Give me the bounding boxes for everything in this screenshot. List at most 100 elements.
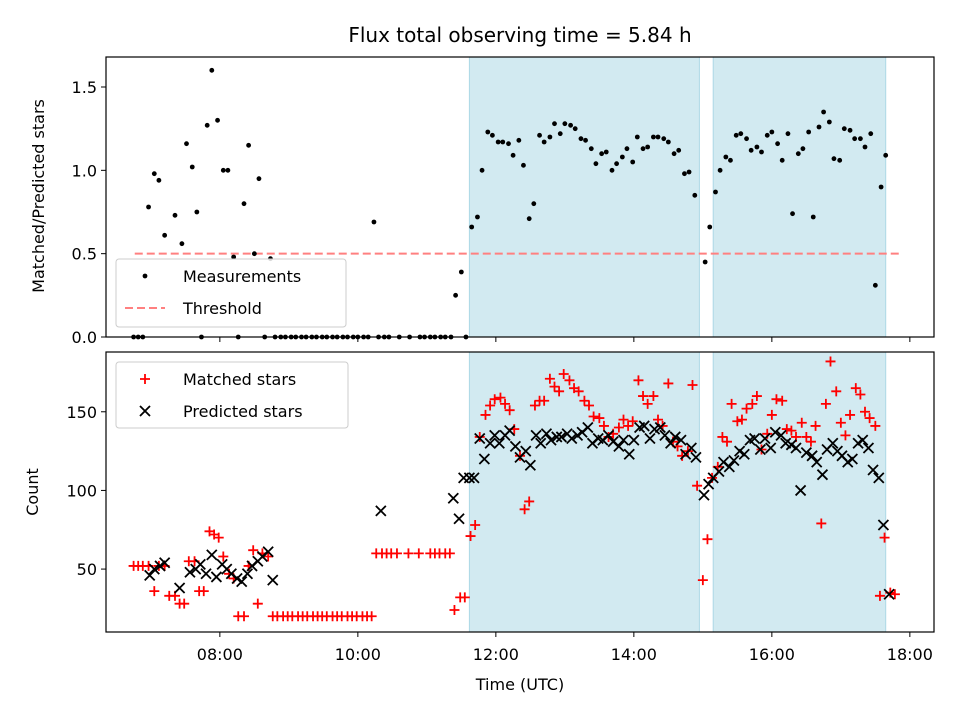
matched-point [594, 413, 605, 424]
predicted-point [478, 453, 490, 465]
predicted-point [144, 569, 156, 582]
measurement-point [738, 131, 744, 137]
predicted-point [698, 489, 710, 501]
predicted-point [468, 472, 480, 484]
measurement-point [779, 157, 785, 163]
legend-marker [140, 374, 150, 384]
matched-point [549, 381, 560, 392]
matched-point [618, 414, 629, 425]
matched-point [633, 375, 644, 386]
matched-point [627, 416, 638, 427]
predicted-point [877, 519, 890, 531]
predicted-point [530, 429, 542, 442]
measurement-point [521, 162, 526, 168]
matched-point [879, 532, 890, 543]
matched-point [149, 586, 160, 597]
measurement-point [179, 241, 185, 247]
predicted-point [545, 434, 557, 446]
x-axis-label: Time (UTC) [475, 675, 564, 694]
measurement-point [151, 171, 157, 177]
measurement-point [665, 139, 671, 145]
measurement-point [775, 141, 780, 147]
matched-point [564, 375, 575, 386]
predicted-point [644, 432, 656, 445]
predicted-point [210, 571, 223, 583]
measurement-point [500, 139, 506, 145]
measurement-point [246, 142, 252, 148]
plot-frame [105, 56, 935, 338]
measurement-point [619, 154, 625, 160]
measurement-point [194, 209, 200, 215]
plot-frame [105, 351, 935, 633]
matched-point [444, 548, 455, 559]
matched-point [573, 386, 584, 397]
measurement-point [453, 292, 458, 298]
predicted-point [489, 429, 501, 442]
y-axis-label-top: Matched/Predicted stars [29, 99, 48, 293]
matched-point [403, 548, 414, 559]
measurement-point [759, 149, 764, 155]
matched-point [663, 378, 674, 389]
measurement-point [630, 159, 636, 165]
measurement-point [872, 282, 878, 288]
matched-point [732, 416, 743, 427]
measurement-point [645, 144, 651, 150]
x-tick-label: 08:00 [197, 645, 243, 664]
predicted-point [493, 437, 505, 449]
measurement-point [707, 224, 713, 230]
observing-window [712, 56, 887, 338]
measurement-point [220, 167, 226, 173]
predicted-point [509, 440, 522, 453]
matched-point [391, 548, 402, 559]
matched-point [588, 411, 599, 422]
measurement-point [748, 147, 754, 153]
predicted-point [540, 428, 553, 440]
y-tick-label: 0.5 [72, 245, 97, 264]
matched-point [470, 520, 481, 531]
y-tick-label: 0.0 [72, 328, 97, 347]
y-tick-label: 1.5 [72, 78, 97, 97]
matched-point [489, 394, 500, 405]
measurement-point [562, 121, 568, 127]
legend-marker [142, 273, 148, 279]
x-tick-label: 16:00 [749, 645, 795, 664]
matched-point [539, 395, 550, 406]
measurement-point [624, 146, 630, 152]
predicted-point [827, 437, 839, 449]
matched-point [474, 431, 485, 442]
predicted-point [665, 437, 677, 449]
measurement-point [640, 146, 646, 152]
y-tick-label: 50 [77, 560, 97, 579]
measurement-point [371, 219, 377, 225]
measurement-point [754, 144, 760, 150]
predicted-point [617, 434, 630, 446]
matched-point [239, 611, 249, 622]
matched-point [831, 386, 842, 397]
measurement-point [603, 149, 609, 155]
measurement-point [156, 177, 162, 183]
predicted-point [806, 450, 818, 462]
measurement-point [816, 124, 822, 130]
measurement-point [634, 134, 640, 140]
measurement-point [572, 126, 578, 132]
matched-point [485, 400, 496, 411]
measurement-point [682, 171, 687, 177]
measurement-point [490, 132, 495, 138]
legend-marker [139, 405, 151, 417]
measurement-point [795, 151, 801, 157]
matched-point [870, 420, 881, 431]
matched-point [766, 409, 777, 420]
measurement-point [841, 126, 847, 132]
matched-point [500, 398, 511, 409]
measurement-point [847, 127, 853, 133]
predicted-point [685, 442, 697, 454]
measurement-point [475, 214, 480, 220]
measurement-point [713, 189, 718, 195]
matched-point [248, 545, 259, 556]
predicted-point [748, 432, 761, 445]
legend-box [115, 361, 349, 429]
predicted-point [200, 568, 212, 580]
measurement-point [769, 129, 775, 135]
predicted-point [623, 448, 635, 460]
measurement-point [189, 164, 195, 170]
